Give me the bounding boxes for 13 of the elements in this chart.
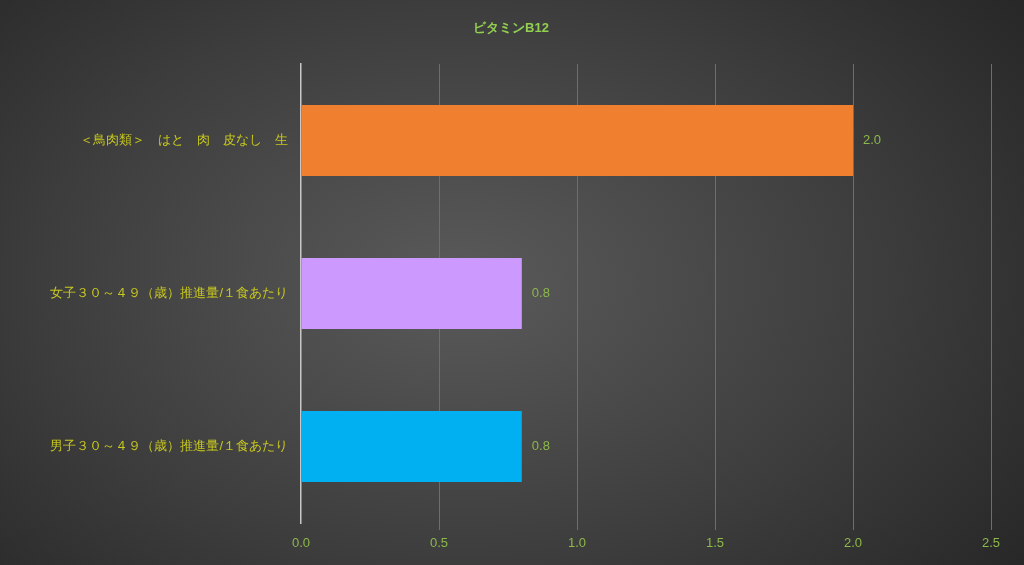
data-label: 0.8 bbox=[531, 438, 550, 454]
data-label: 2.0 bbox=[863, 132, 882, 148]
y-tick-label: 男子３０～４９（歳）推進量/１食あたり bbox=[50, 438, 288, 454]
y-tick-label: ＜鳥肉類＞ はと 肉 皮なし 生 bbox=[80, 132, 288, 148]
x-tick-label: 0.0 bbox=[291, 535, 311, 551]
x-tick-label: 1.5 bbox=[705, 535, 725, 551]
x-tick-label: 0.5 bbox=[429, 535, 449, 551]
x-tick-label: 1.0 bbox=[567, 535, 587, 551]
data-label: 0.8 bbox=[531, 285, 550, 301]
x-tick-label: 2.5 bbox=[981, 535, 1001, 551]
chart-title: ビタミンB12 bbox=[473, 19, 549, 35]
x-tick-label: 2.0 bbox=[843, 535, 863, 551]
y-tick-label: 女子３０～４９（歳）推進量/１食あたり bbox=[50, 285, 288, 301]
